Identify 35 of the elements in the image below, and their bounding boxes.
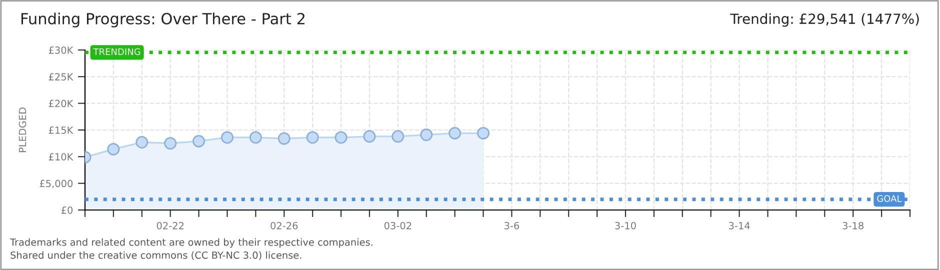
- point: [107, 142, 120, 156]
- y-tick-label: £30K: [48, 46, 74, 54]
- point: [192, 134, 206, 148]
- text: Shared under the creative commons (CC BY-NC 3.0) license.: [10, 251, 302, 260]
- point: [278, 132, 290, 145]
- y-tick-label: £0: [61, 206, 73, 214]
- point: [477, 126, 490, 140]
- y-tick-label: £10K: [48, 153, 74, 160]
- point: [363, 130, 376, 143]
- y-tick-label: £15K: [48, 126, 74, 134]
- point: [306, 131, 319, 144]
- x-tick-label: 3-10: [615, 222, 636, 230]
- text: Trademarks and related content are owned by their respective companies.: [10, 238, 372, 248]
- y-tick-label: £20K: [48, 100, 74, 108]
- x-tick-label: 02-26: [270, 222, 298, 230]
- x-tick-label: 03-02: [384, 222, 412, 230]
- y-axis-title: PLEDGED: [18, 108, 26, 152]
- x-tick-label: 3-6: [504, 222, 520, 230]
- x-tick-label: 02-22: [156, 222, 184, 230]
- y-tick-label: £5,000: [40, 180, 73, 188]
- point: [164, 137, 177, 150]
- point: [220, 131, 234, 144]
- point: [448, 126, 462, 140]
- point: [392, 130, 404, 143]
- x-tick-label: 3-18: [842, 222, 864, 230]
- x-tick-label: 3-14: [729, 222, 750, 230]
- ref-line-label: TRENDING: [93, 48, 140, 56]
- chart-title: Funding Progress: Over There - Part 2: [22, 12, 304, 28]
- point: [334, 131, 348, 144]
- y-tick-label: £25K: [48, 73, 74, 80]
- point: [136, 136, 148, 149]
- point: [249, 131, 262, 144]
- point: [420, 128, 433, 142]
- ref-line-label: GOAL: [877, 195, 902, 202]
- chart-subtitle: Trending: £29,541 (1477%): [730, 13, 919, 27]
